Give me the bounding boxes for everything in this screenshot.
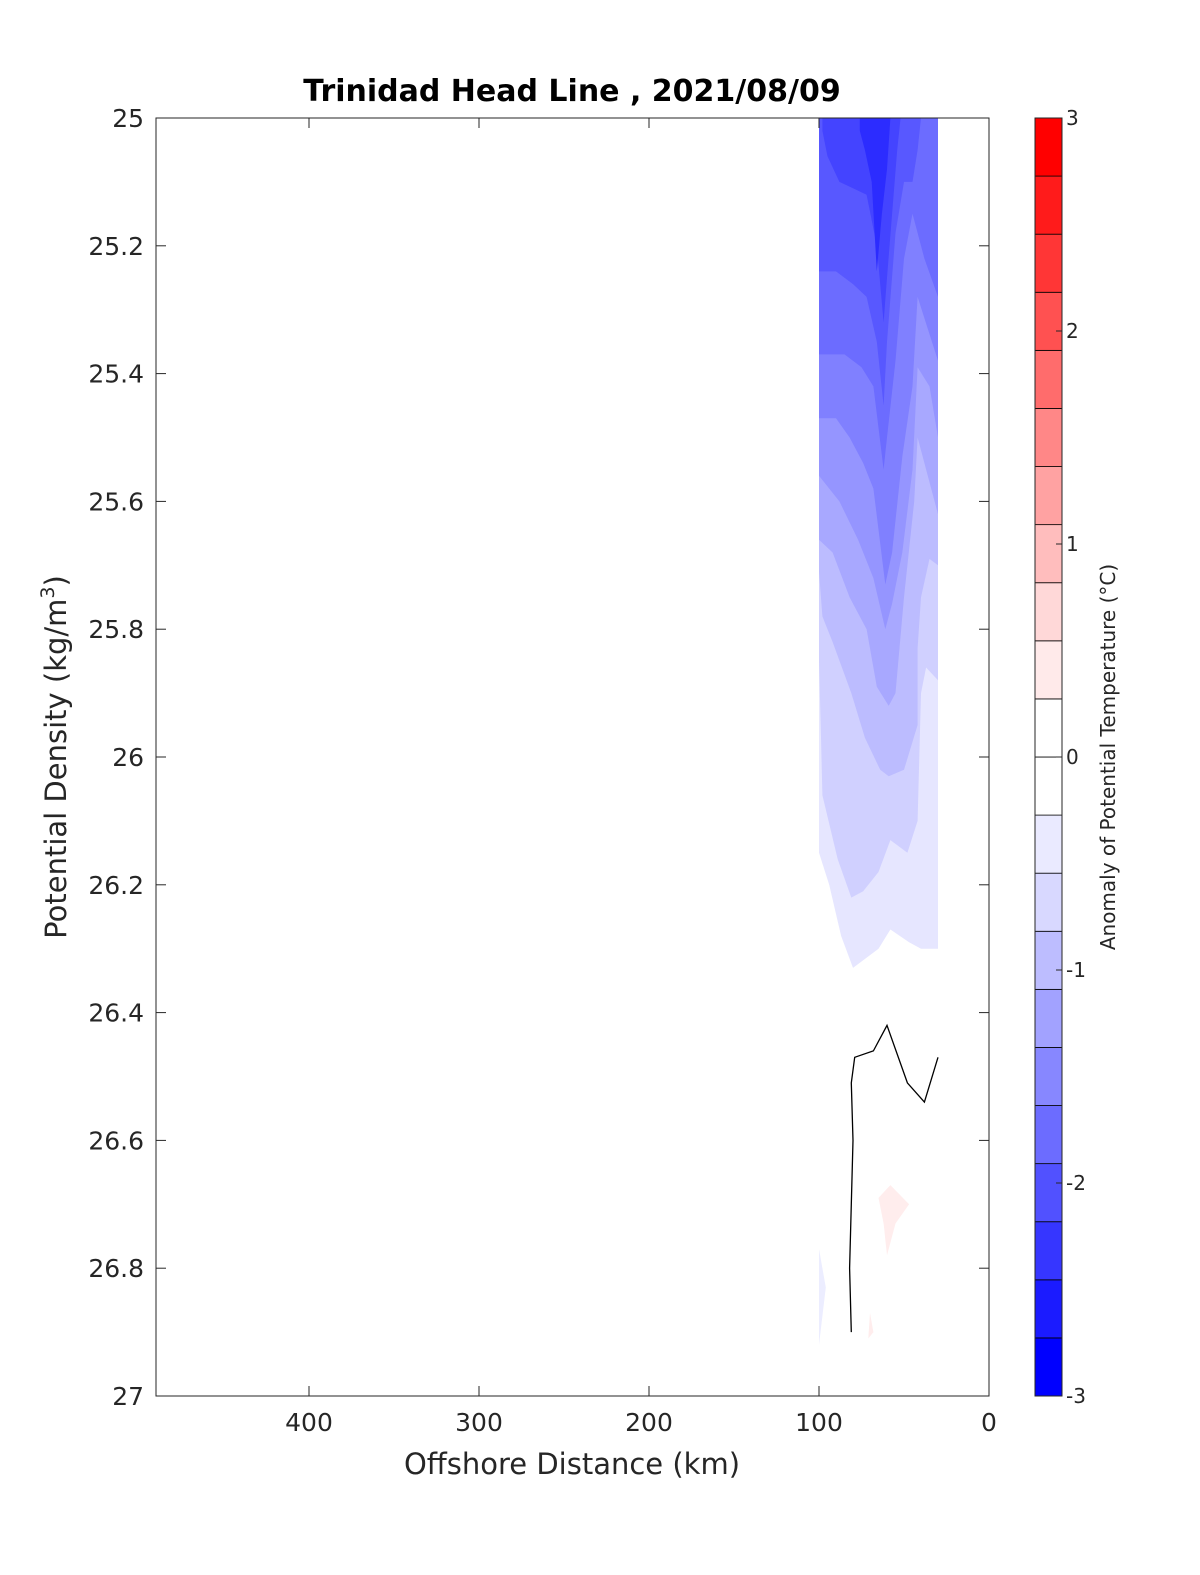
y-tick-label: 26.4 [88,999,144,1028]
colorbar-cell [1034,640,1063,700]
y-tick-label: 27 [112,1382,144,1411]
chart-title: Trinidad Head Line , 2021/08/09 [303,74,840,109]
colorbar-cell [1034,814,1063,874]
colorbar-cell [1034,756,1063,816]
colorbar-label: Anomaly of Potential Temperature (°C) [1096,564,1120,950]
y-axis-label-end: ) [39,575,73,586]
y-tick-label: 25.2 [88,232,144,261]
colorbar-cell [1034,291,1063,351]
colorbar-cell [1034,233,1063,293]
y-tick-label: 26.6 [88,1126,144,1155]
colorbar-cell [1034,698,1063,758]
x-tick-label: 0 [981,1408,997,1437]
contour-region-7 [819,118,921,406]
contour-regions [819,118,938,1345]
colorbar-cell [1034,466,1063,526]
zero-contour-line [848,1023,939,1333]
x-tick-label: 400 [285,1408,333,1437]
x-tick-label: 300 [455,1408,503,1437]
colorbar-cell [1034,1163,1063,1223]
colorbar-cell [1034,988,1063,1048]
x-tick-label: 100 [795,1408,843,1437]
contour-region-10 [819,1249,826,1345]
y-tick-label: 25.4 [88,360,144,389]
y-tick-label: 25.8 [88,615,144,644]
contour-region-9 [859,118,891,272]
y-tick-label: 25.6 [88,487,144,516]
colorbar-cells [1034,117,1063,1397]
y-tick-label: 26.8 [88,1254,144,1283]
plot-area: 400 300 200 100 0 25 25.2 25.4 25.6 25.8 26 26.2 26… [88,104,997,1437]
x-tick-label: 200 [625,1408,673,1437]
colorbar-cell [1034,1047,1063,1106]
colorbar-cell [1034,1337,1063,1397]
contour-region-11 [878,1185,910,1256]
colorbar-tick-label: -2 [1066,1171,1086,1195]
y-tick-label: 25 [112,104,144,133]
colorbar-tick-label: -3 [1066,1384,1086,1408]
y-axis: 25 25.2 25.4 25.6 25.8 26 26.2 26.4 26.6 26.8 27 [88,104,989,1411]
x-axis-label: Offshore Distance (km) [404,1447,740,1481]
colorbar-cell [1034,872,1063,932]
colorbar-cell [1034,524,1063,584]
colorbar-cell [1034,1279,1063,1339]
colorbar-cell [1034,930,1063,990]
y-axis-label-main: Potential Density (kg/m [39,599,73,939]
colorbar-cell [1034,582,1063,642]
colorbar-tick-label: 3 [1066,106,1079,130]
colorbar: -3 -2 -1 0 1 2 3 Anomaly of Potential Temperat… [1034,106,1120,1408]
colorbar-cell [1034,408,1063,467]
y-tick-label: 26.2 [88,871,144,900]
colorbar-cell [1034,349,1063,409]
y-axis-label: Potential Density (kg/m3) [37,575,73,939]
colorbar-tick-label: 0 [1066,745,1079,769]
colorbar-cell [1034,175,1063,235]
x-axis: 400 300 200 100 0 [285,118,997,1437]
y-tick-label: 26 [112,743,144,772]
contour-region-12 [868,1312,874,1339]
colorbar-tick-label: -1 [1066,958,1086,982]
colorbar-tick-label: 1 [1066,532,1079,556]
colorbar-ticks: -3 -2 -1 0 1 2 3 [1056,106,1086,1408]
y-axis-label-sup: 3 [37,586,59,598]
zero-contour-line-layer [848,1023,939,1333]
colorbar-tick-label: 2 [1066,319,1079,343]
colorbar-cell [1034,1105,1063,1165]
colorbar-cell [1034,1221,1063,1281]
colorbar-cell [1034,117,1063,177]
